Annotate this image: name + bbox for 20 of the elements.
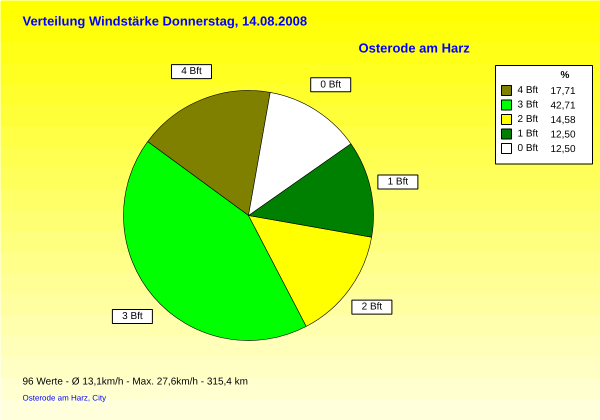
data-label: 42,71	[550, 100, 576, 112]
text: 96 Werte - Ø 13,1km/h - Max. 27,6km/h - 315,4 km	[22, 376, 248, 388]
chart-subtitle: Osterode am Harz	[358, 40, 470, 56]
slice-label: 0 Bft	[320, 79, 342, 90]
legend-title: %	[560, 70, 570, 81]
legend-label: 3 Bft	[518, 100, 538, 110]
slice-label: 1 Bft	[388, 176, 408, 188]
chart-title: Verteilung Windstärke Donnerstag, 14.08.2008	[22, 14, 308, 28]
data-label: 17,71	[550, 86, 576, 97]
legend-label: 1 Bft	[518, 128, 538, 140]
slice-label: 3 Bft	[122, 310, 143, 322]
data-label: 12,50	[550, 144, 576, 155]
slice-label: 2 Bft	[362, 302, 382, 313]
legend-label: 4 Bft	[518, 85, 538, 96]
slice-label: 4 Bft	[181, 66, 202, 78]
legend-label: 2 Bft	[518, 114, 538, 125]
legend-label: 0 Bft	[518, 143, 538, 154]
text: Osterode am Harz, City	[22, 394, 106, 402]
data-label: 12,50	[550, 130, 576, 140]
data-label: 14,58	[550, 115, 576, 126]
